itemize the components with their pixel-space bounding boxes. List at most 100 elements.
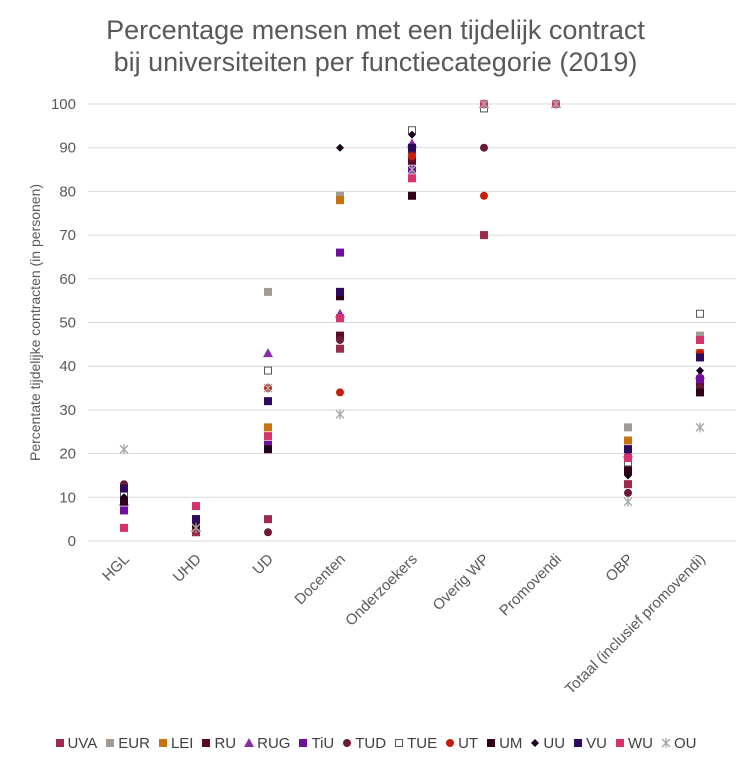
legend-label: TUE [407,734,438,752]
legend-label: UT [458,734,479,752]
gridlines [88,103,736,542]
data-point-lei [264,423,272,432]
y-tick-label: 10 [59,489,76,506]
y-tick-label: 90 [59,140,76,157]
legend-marker [574,739,583,747]
data-point-ou [551,99,561,109]
legend-label: TiU [311,734,335,752]
legend-label: RUG [257,734,291,752]
y-tick-label: 70 [59,227,76,244]
data-point-vu [336,287,344,296]
legend-label: VU [586,734,607,752]
data-point-tue [264,366,272,375]
data-point-um [696,388,704,397]
legend-marker-icon [343,739,352,747]
data-point-uva [336,344,344,353]
legend-item-ru: RU [201,735,236,752]
data-point-ru [336,331,344,340]
y-tick-label: 100 [51,96,76,113]
data-point-ut [336,388,344,397]
legend-item-um: UM [486,735,522,752]
legend-item-ou: OU [661,735,696,752]
legend: UVA EUR LEI RU RUG TiU TUD TUE UT UM UU VU WU OU [0,732,751,754]
data-point-ru [696,379,704,388]
x-tick-label: HGL [99,551,133,585]
data-point-uu [120,493,128,502]
legend-marker-icon [615,739,624,747]
legend-marker-icon [487,739,496,747]
data-point-tiu [264,440,272,449]
legend-item-eur: EUR [105,735,150,752]
data-point-ru [624,462,632,471]
data-point-uu [336,143,344,152]
data-point-uva [264,515,272,524]
data-point-uu [696,366,704,375]
data-point-uva [480,231,488,240]
y-tick-label: 50 [59,315,76,332]
legend-marker-icon [395,739,404,747]
legend-marker [202,739,211,747]
data-point-ut [408,152,416,161]
y-tick-label: 0 [68,533,76,550]
data-point-um [408,191,416,200]
legend-marker-icon [55,739,64,747]
data-point-ou [119,444,129,455]
legend-item-ut: UT [445,735,478,752]
legend-marker [615,739,624,747]
legend-marker [446,739,455,747]
data-point-vu [264,397,272,406]
legend-label: RU [214,734,237,752]
legend-item-uu: UU [530,735,565,752]
legend-item-lei: LEI [158,734,194,752]
legend-marker-icon [574,739,583,747]
data-point-uu [408,130,416,139]
data-point-eur [696,331,704,340]
x-tick-label: Overig WP [430,551,493,614]
data-point-ou [407,164,417,175]
data-point-vu [120,484,128,493]
data-point-vu [192,515,200,524]
legend-label: UM [499,734,523,752]
data-point-ou [191,522,201,533]
legend-item-tue: TUE [394,735,437,752]
legend-marker-icon [202,739,211,747]
chart-title-line-2: bij universiteiten per functiecategorie … [113,47,638,77]
legend-marker-icon [446,739,455,747]
data-point-eur [624,423,632,432]
data-point-ou [263,383,273,394]
legend-item-rug: RUG [244,735,290,752]
data-point-um [336,292,344,301]
legend-item-wu: WU [615,735,653,752]
x-tick-label: Onderzoekers [342,551,421,630]
data-point-um [120,497,128,506]
data-point-eur [336,191,344,200]
data-point-wu [624,453,632,462]
x-tick-label: Docenten [291,551,348,608]
legend-label: TUD [355,734,387,752]
legend-label: UU [543,734,566,752]
legend-item-tud: TUD [342,735,386,752]
data-point-vu [624,445,632,454]
legend-marker [55,739,64,747]
legend-label: EUR [118,734,150,752]
data-point-tud [336,335,344,344]
legend-marker [299,739,308,747]
legend-label: LEI [170,734,194,752]
data-point-tue [696,309,704,318]
legend-marker [661,738,671,748]
legend-marker-icon [244,738,255,747]
data-point-tud [264,528,272,537]
data-points [119,99,705,537]
x-tick-label: OBP [602,551,636,585]
data-point-uu [624,471,632,480]
legend-label: WU [627,734,653,752]
data-point-wu [192,502,200,511]
data-point-lei [336,196,344,205]
data-point-eur [264,287,272,296]
data-point-lei [624,436,632,445]
data-point-vu [696,353,704,362]
legend-marker [106,739,115,747]
y-axis-ticks: 0 10 20 30 40 50 60 70 80 90 100 [51,96,76,550]
